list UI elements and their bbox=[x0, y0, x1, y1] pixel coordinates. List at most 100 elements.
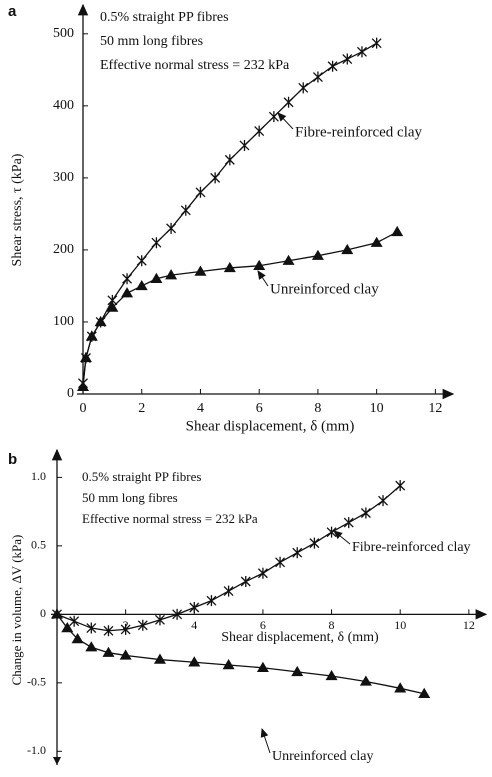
point-marker bbox=[275, 556, 286, 568]
y-tick-label: 200 bbox=[53, 242, 74, 257]
x-tick-label: 6 bbox=[260, 618, 266, 632]
point-marker bbox=[378, 495, 388, 507]
point-marker bbox=[360, 507, 371, 519]
point-marker bbox=[418, 687, 431, 698]
point-marker bbox=[359, 675, 372, 686]
x-tick-label: 2 bbox=[138, 401, 145, 416]
point-marker bbox=[180, 204, 191, 216]
label-arrow bbox=[260, 728, 271, 754]
point-marker bbox=[69, 615, 80, 627]
panel-label: a bbox=[8, 3, 17, 20]
x-tick-label: 10 bbox=[370, 401, 384, 416]
label-arrow bbox=[257, 270, 269, 287]
panel-label: b bbox=[8, 451, 17, 468]
point-marker bbox=[394, 682, 407, 693]
point-marker bbox=[391, 225, 404, 237]
point-marker bbox=[188, 656, 201, 667]
y-axis-label: Change in volume, ΔV (kPa) bbox=[9, 535, 24, 686]
point-marker bbox=[239, 139, 250, 151]
point-marker bbox=[189, 602, 200, 613]
y-tick-label: -1.0 bbox=[27, 743, 46, 757]
point-marker bbox=[224, 154, 235, 166]
point-marker bbox=[341, 243, 354, 255]
point-marker bbox=[165, 269, 178, 280]
point-marker bbox=[342, 53, 353, 65]
y-tick-label: 500 bbox=[53, 26, 74, 41]
point-marker bbox=[150, 272, 163, 283]
point-marker bbox=[85, 641, 98, 652]
point-marker bbox=[325, 669, 338, 681]
y-tick-label: 300 bbox=[53, 170, 74, 185]
point-marker bbox=[155, 614, 165, 626]
x-tick-label: 0 bbox=[80, 401, 87, 416]
point-marker bbox=[223, 585, 234, 597]
point-marker bbox=[51, 608, 63, 619]
point-marker bbox=[85, 330, 98, 341]
point-marker bbox=[103, 625, 114, 637]
point-marker bbox=[194, 265, 207, 276]
y-tick-label: 1.0 bbox=[31, 469, 46, 483]
point-marker bbox=[395, 480, 406, 492]
point-marker bbox=[222, 659, 235, 670]
point-marker bbox=[371, 37, 382, 49]
point-marker bbox=[327, 60, 338, 72]
point-marker bbox=[311, 249, 324, 260]
point-marker bbox=[257, 567, 268, 579]
point-marker bbox=[136, 255, 147, 267]
point-marker bbox=[77, 380, 89, 391]
point-marker bbox=[309, 537, 320, 549]
label-arrow bbox=[333, 530, 351, 545]
point-marker bbox=[61, 622, 74, 633]
point-marker bbox=[206, 595, 217, 607]
point-marker bbox=[119, 649, 132, 660]
series-line bbox=[56, 485, 401, 632]
series-line bbox=[82, 231, 398, 387]
point-marker bbox=[121, 287, 134, 298]
point-marker bbox=[135, 279, 148, 291]
annotation: 0.5% straight PP fibres bbox=[100, 10, 229, 25]
point-marker bbox=[151, 237, 162, 249]
point-marker bbox=[223, 261, 236, 273]
y-tick-label: -0.5 bbox=[27, 675, 46, 689]
series-label: Unreinforced clay bbox=[270, 281, 379, 297]
point-marker bbox=[268, 111, 279, 123]
annotation: Effective normal stress = 232 kPa bbox=[82, 511, 258, 526]
x-axis-label: Shear displacement, δ (mm) bbox=[186, 418, 355, 434]
point-marker bbox=[153, 653, 166, 664]
x-tick-label: 12 bbox=[428, 401, 442, 416]
point-marker bbox=[94, 315, 107, 327]
y-tick-label: 400 bbox=[53, 98, 74, 113]
point-marker bbox=[137, 619, 148, 631]
point-marker bbox=[240, 575, 251, 587]
point-marker bbox=[256, 661, 269, 672]
x-tick-label: 8 bbox=[314, 401, 321, 416]
point-marker bbox=[312, 71, 323, 83]
series-label: Unreinforced clay bbox=[272, 749, 373, 764]
series-label: Fibre-reinforced clay bbox=[295, 124, 423, 140]
series-label: Fibre-reinforced clay bbox=[352, 540, 471, 555]
x-tick-label: 10 bbox=[394, 618, 406, 632]
point-marker bbox=[102, 646, 115, 657]
point-marker bbox=[254, 125, 265, 137]
x-tick-label: 4 bbox=[197, 401, 204, 416]
x-tick-label: 8 bbox=[329, 618, 335, 632]
y-axis-label: Shear stress, τ (kPa) bbox=[10, 153, 25, 266]
point-marker bbox=[343, 517, 354, 529]
point-marker bbox=[166, 222, 177, 234]
point-marker bbox=[357, 46, 367, 58]
x-tick-label: 6 bbox=[256, 401, 263, 416]
point-marker bbox=[106, 301, 119, 312]
y-tick-label: 100 bbox=[53, 314, 74, 329]
y-tick-label: 0 bbox=[40, 606, 46, 620]
point-marker bbox=[210, 172, 221, 184]
point-marker bbox=[86, 622, 97, 634]
point-marker bbox=[291, 665, 304, 677]
x-tick-label: 12 bbox=[463, 618, 475, 632]
point-marker bbox=[71, 633, 84, 644]
annotation: 50 mm long fibres bbox=[100, 34, 203, 49]
annotation: 0.5% straight PP fibres bbox=[82, 469, 201, 484]
y-tick-label: 0.5 bbox=[31, 538, 46, 552]
point-marker bbox=[283, 96, 294, 108]
